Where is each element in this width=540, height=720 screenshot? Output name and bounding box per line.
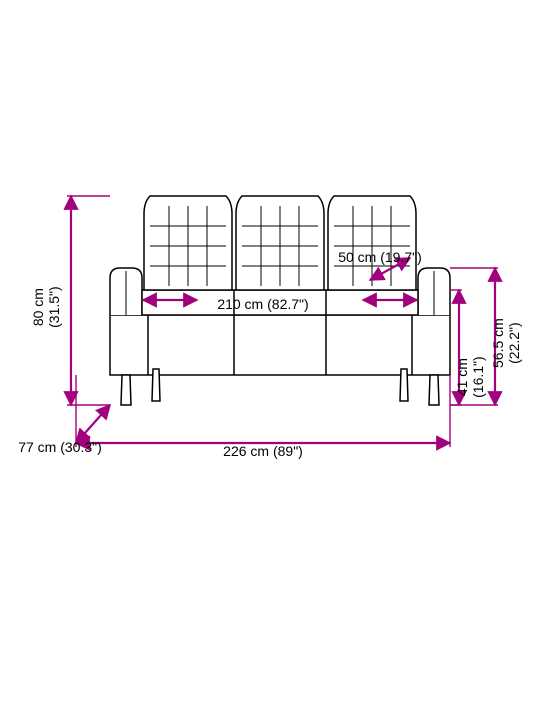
dim-arm-height: 56.5 cm (22.2") [490, 273, 522, 413]
dim-overall-width: 226 cm (89") [163, 443, 363, 459]
dim-overall-height: 80 cm (31.5") [30, 252, 62, 362]
dim-seat-height-in: (16.1") [470, 317, 486, 437]
dim-overall-width-in: (89") [273, 443, 303, 459]
dim-seat-height-cm: 41 cm [454, 358, 470, 396]
dim-seat-depth-cm: 50 cm [338, 249, 376, 265]
dim-overall-depth-in: (30.3") [60, 439, 102, 455]
dim-arm-height-in: (22.2") [506, 273, 522, 413]
dim-arm-height-cm: 56.5 cm [490, 318, 506, 368]
dim-overall-depth-cm: 77 cm [18, 439, 56, 455]
dim-overall-height-cm: 80 cm [30, 288, 46, 326]
dim-overall-height-in: (31.5") [46, 252, 62, 362]
dim-seat-width-in: (82.7") [267, 296, 309, 312]
diagram-stage: 80 cm (31.5") 77 cm (30.3") 226 cm (89")… [0, 0, 540, 720]
dim-seat-width: 210 cm (82.7") [163, 296, 363, 312]
dim-seat-depth-in: (19.7") [380, 249, 422, 265]
dim-overall-depth: 77 cm (30.3") [0, 439, 135, 455]
dim-seat-height: 41 cm (16.1") [454, 317, 486, 437]
dim-seat-width-cm: 210 cm [217, 296, 263, 312]
dim-seat-depth: 50 cm (19.7") [295, 249, 465, 265]
dim-overall-width-cm: 226 cm [223, 443, 269, 459]
